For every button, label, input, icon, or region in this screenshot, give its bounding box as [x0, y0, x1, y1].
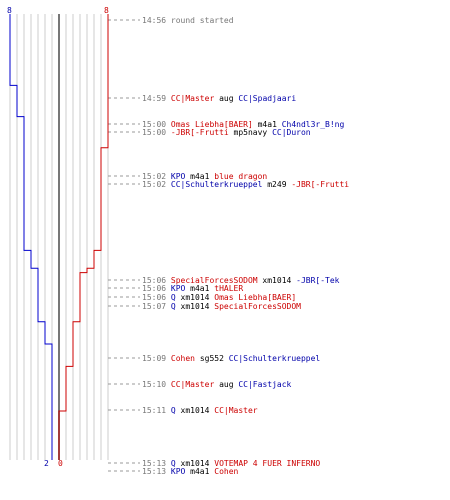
chart-grid [9, 14, 109, 460]
event-text: CC|Schulterkrueppel [228, 354, 321, 363]
event-text: Q [170, 459, 176, 468]
event-text: xm1014 [175, 406, 215, 415]
red-end-score: 0 [58, 459, 63, 468]
event-text: -JBR[-Tek [296, 276, 340, 285]
event-text: SpecialForcesSODOM [214, 302, 301, 311]
event-text: round started [170, 16, 234, 25]
event-row: 14:56 round started [142, 16, 234, 25]
event-time: 14:59 [142, 94, 171, 103]
event-time: 15:11 [142, 406, 171, 415]
event-text: xm1014 [175, 293, 215, 302]
event-text: VOTEMAP 4 FUER INFERNO [214, 459, 321, 468]
blue-end-score: 2 [44, 459, 49, 468]
event-text: Q [170, 406, 176, 415]
event-time: 15:06 [142, 284, 171, 293]
event-text: CC|Master [170, 380, 215, 389]
event-row: 15:06 SpecialForcesSODOM xm1014 -JBR[-Te… [142, 276, 340, 285]
event-row: 15:06 KPO m4a1 tHALER [142, 284, 243, 293]
event-text: xm1014 [175, 459, 215, 468]
event-row: 15:13 Q xm1014 VOTEMAP 4 FUER INFERNO [142, 459, 320, 468]
event-row: 15:00 -JBR[-Frutti mp5navy CC|Duron [142, 128, 311, 137]
event-text: aug [214, 94, 239, 103]
event-time: 15:10 [142, 380, 171, 389]
event-text: m4a1 [252, 120, 282, 129]
event-text: m249 [262, 180, 292, 189]
event-text: m4a1 [185, 467, 215, 476]
red-team-line [58, 14, 109, 460]
event-text: CC|Schulterkrueppel [170, 180, 263, 189]
event-text: Omas Liebha[BAER] [170, 120, 253, 129]
event-text: Cohen [214, 467, 239, 476]
event-row: 14:59 CC|Master aug CC|Spadjaari [142, 94, 296, 103]
event-text: CC|Fastjack [238, 380, 292, 389]
event-text: blue dragon [214, 172, 268, 181]
event-text: xm1014 [175, 302, 215, 311]
event-time: 15:00 [142, 128, 171, 137]
event-time: 15:06 [142, 276, 171, 285]
event-text: CC|Master [170, 94, 215, 103]
event-text: Cohen [170, 354, 195, 363]
event-text: Q [170, 293, 176, 302]
event-text: m4a1 [185, 172, 215, 181]
event-text: KPO [170, 172, 186, 181]
event-text: CC|Spadjaari [238, 94, 297, 103]
event-text: xm1014 [257, 276, 297, 285]
event-text: -JBR[-Frutti [291, 180, 350, 189]
event-row: 15:13 KPO m4a1 Cohen [142, 467, 238, 476]
event-time: 15:13 [142, 459, 171, 468]
blue-start-score: 8 [7, 6, 12, 15]
event-text: aug [214, 380, 239, 389]
event-row: 15:02 KPO m4a1 blue dragon [142, 172, 267, 181]
event-time: 15:09 [142, 354, 171, 363]
event-text: tHALER [214, 284, 244, 293]
event-text: KPO [170, 467, 186, 476]
event-time: 15:13 [142, 467, 171, 476]
event-text: Omas Liebha[BAER] [214, 293, 297, 302]
event-text: CC|Duron [272, 128, 311, 137]
blue-team-line [9, 14, 53, 460]
event-row: 15:11 Q xm1014 CC|Master [142, 406, 258, 415]
event-text: Ch4ndl3r_B!ng [281, 120, 345, 129]
event-ticks [108, 19, 140, 472]
event-time: 15:07 [142, 302, 171, 311]
event-time: 15:00 [142, 120, 171, 129]
event-text: mp5navy [228, 128, 273, 137]
event-row: 15:07 Q xm1014 SpecialForcesSODOM [142, 302, 301, 311]
event-text: CC|Master [214, 406, 258, 415]
event-row: 15:09 Cohen sg552 CC|Schulterkrueppel [142, 354, 320, 363]
event-time: 15:02 [142, 180, 171, 189]
event-text: SpecialForcesSODOM [170, 276, 258, 285]
event-time: 14:56 [142, 16, 171, 25]
event-text: Q [170, 302, 176, 311]
event-text: m4a1 [185, 284, 215, 293]
event-time: 15:06 [142, 293, 171, 302]
event-row: 15:06 Q xm1014 Omas Liebha[BAER] [142, 293, 296, 302]
event-time: 15:02 [142, 172, 171, 181]
event-text: KPO [170, 284, 186, 293]
red-start-score: 8 [104, 6, 109, 15]
event-row: 15:02 CC|Schulterkrueppel m249 -JBR[-Fru… [142, 180, 349, 189]
event-row: 15:00 Omas Liebha[BAER] m4a1 Ch4ndl3r_B!… [142, 120, 344, 129]
event-row: 15:10 CC|Master aug CC|Fastjack [142, 380, 291, 389]
event-text: -JBR[-Frutti [170, 128, 229, 137]
score-lines [9, 14, 109, 460]
event-text: sg552 [195, 354, 229, 363]
